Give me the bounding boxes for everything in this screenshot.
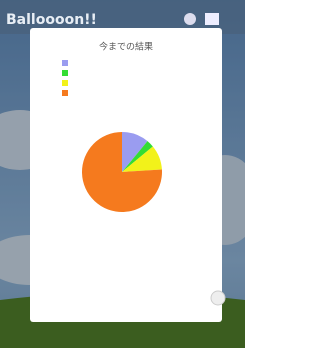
chart-icon[interactable]	[211, 291, 225, 305]
screen: Balloooon!! 今までの結果	[0, 0, 245, 348]
legend-swatch	[62, 80, 68, 86]
legend-swatch	[62, 90, 68, 96]
legend-swatch	[62, 70, 68, 76]
menu-icon[interactable]	[205, 13, 219, 25]
dialog-title: 今までの結果	[99, 41, 153, 53]
page: Balloooon!! 今までの結果 (() => { const data =…	[0, 0, 245, 348]
icon[interactable]	[184, 13, 196, 25]
app-title: Balloooon!!	[6, 12, 97, 28]
legend-swatch	[62, 60, 68, 66]
